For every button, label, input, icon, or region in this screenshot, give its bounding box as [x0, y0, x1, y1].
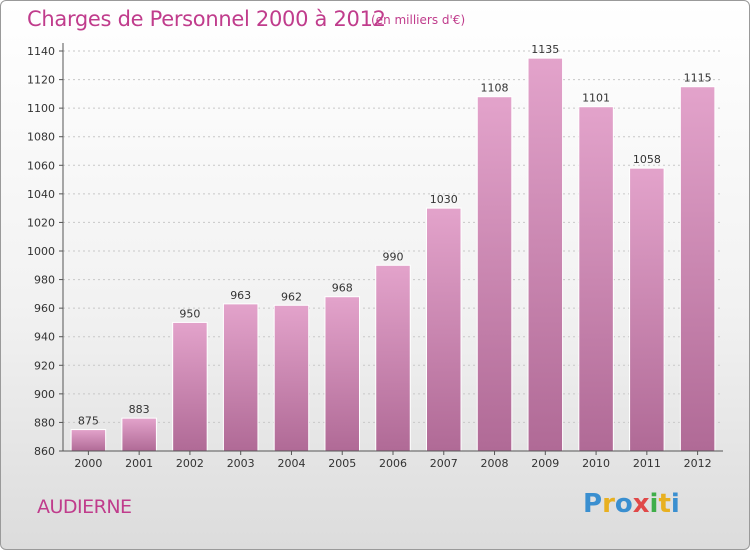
data-label: 1108	[481, 82, 509, 95]
logo-letter: o	[614, 489, 633, 519]
y-tick-label: 980	[34, 274, 55, 287]
y-tick-label: 1080	[27, 131, 55, 144]
bar	[426, 207, 462, 452]
logo-letter: i	[670, 489, 680, 519]
bar	[527, 57, 564, 452]
proxiti-logo[interactable]: Proxiti	[583, 489, 680, 519]
data-label: 968	[332, 282, 353, 295]
y-tick-label: 900	[34, 388, 55, 401]
bar	[629, 167, 665, 452]
x-tick-label: 2005	[328, 457, 356, 470]
axes: 860 880 900 920 940 960 980 1000 1020 1040 1060 108…	[27, 43, 723, 458]
bar	[324, 296, 360, 452]
logo-letter: r	[602, 489, 615, 519]
logo-letter: t	[658, 489, 671, 519]
data-label: 962	[281, 290, 302, 303]
data-label: 1101	[582, 92, 610, 105]
bar	[172, 321, 208, 452]
logo-letter: x	[632, 489, 650, 519]
bar	[578, 106, 614, 452]
logo-letter: i	[649, 489, 659, 519]
x-tick-label: 2000	[74, 457, 102, 470]
y-tick-label: 1040	[27, 188, 55, 201]
y-tick-label: 1120	[27, 74, 55, 87]
data-label: 1030	[430, 193, 458, 206]
data-label: 875	[78, 415, 99, 428]
x-tick-label: 2001	[125, 457, 153, 470]
x-tick-label: 2006	[379, 457, 407, 470]
commune-name: AUDIERNE	[37, 496, 132, 518]
bar	[273, 304, 310, 452]
x-tick-label: 2009	[531, 457, 559, 470]
bar	[222, 303, 259, 452]
y-tick-label: 880	[34, 416, 55, 429]
data-label: 1135	[531, 43, 559, 56]
x-tick-label: 2012	[684, 457, 712, 470]
x-tick-label: 2003	[227, 457, 255, 470]
y-tick-label: 940	[34, 331, 55, 344]
x-tick-label: 2008	[481, 457, 509, 470]
y-tick-label: 1140	[27, 45, 55, 58]
y-tick-label: 1000	[27, 245, 55, 258]
y-tick-label: 860	[34, 445, 55, 458]
bar	[679, 86, 716, 452]
data-label: 883	[129, 403, 150, 416]
data-label: 1115	[684, 72, 712, 85]
y-tick-label: 1060	[27, 159, 55, 172]
y-tick-label: 1100	[27, 102, 55, 115]
x-tick-label: 2002	[176, 457, 204, 470]
bar	[476, 96, 513, 452]
x-tick-label: 2004	[277, 457, 305, 470]
data-label: 963	[230, 289, 251, 302]
y-tick-label: 960	[34, 302, 55, 315]
x-tick-label: 2010	[582, 457, 610, 470]
x-tick-label: 2011	[633, 457, 661, 470]
y-tick-label: 1020	[27, 216, 55, 229]
bar	[375, 264, 411, 452]
bar	[121, 417, 157, 452]
chart-title: Charges de Personnel 2000 à 2012	[27, 7, 386, 31]
bar	[70, 429, 107, 452]
chart-subtitle: (en milliers d'€)	[371, 13, 466, 27]
labels: 875 2000 883 2001 950 2002 963 2003 962 2004 968 20…	[74, 43, 711, 470]
data-label: 990	[383, 250, 404, 263]
data-label: 950	[179, 307, 200, 320]
data-label: 1058	[633, 153, 661, 166]
logo-letter: P	[583, 489, 603, 519]
x-tick-label: 2007	[430, 457, 458, 470]
y-tick-label: 920	[34, 359, 55, 372]
